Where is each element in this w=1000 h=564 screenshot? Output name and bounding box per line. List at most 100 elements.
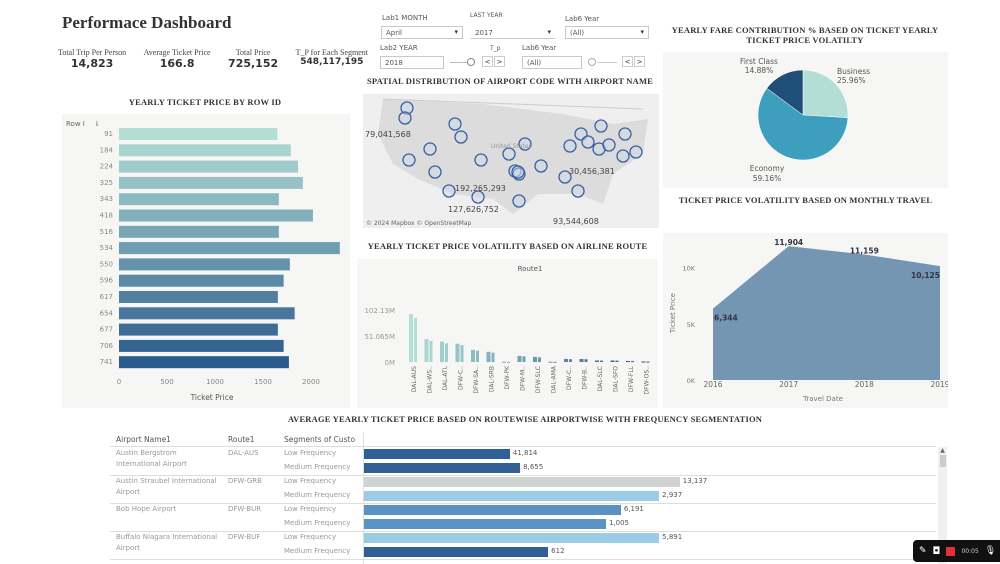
row-id-label: 91 bbox=[104, 130, 113, 138]
row-bar bbox=[119, 128, 278, 140]
row-id-label: 617 bbox=[100, 293, 113, 301]
airport-marker bbox=[602, 138, 616, 152]
route-bar bbox=[631, 361, 634, 363]
segment-cell: Medium Frequency bbox=[284, 463, 351, 471]
row-bar bbox=[119, 193, 279, 206]
pie-slice-economy bbox=[757, 87, 849, 161]
area-chart-title: TICKET PRICE VOLATILITY BASED ON MONTHLY… bbox=[678, 195, 933, 205]
route-bar bbox=[486, 351, 491, 362]
lab1-month-select[interactable]: April ▾ bbox=[381, 26, 463, 39]
route-label: DFW-OS.. bbox=[644, 366, 651, 395]
airport-marker bbox=[581, 135, 595, 149]
airport-marker bbox=[518, 137, 532, 151]
y-tick-label: 10K bbox=[682, 265, 695, 273]
lab6-slider-handle[interactable] bbox=[588, 58, 596, 66]
pie-chart-title: YEARLY FARE CONTRIBUTION % BASED ON TICK… bbox=[671, 25, 939, 45]
x-tick-label: 2000 bbox=[302, 378, 320, 386]
map-canvas[interactable]: 79,041,568 30,456,381 192,265,293 127,62… bbox=[363, 94, 659, 228]
segment-bar[interactable] bbox=[364, 547, 549, 557]
airport-marker bbox=[571, 184, 585, 198]
segment-bar[interactable] bbox=[364, 505, 621, 515]
airport-name-cell: Austin Straubel International Airport bbox=[116, 477, 217, 496]
airport-marker bbox=[618, 127, 632, 141]
scroll-up-icon[interactable]: ▲ bbox=[940, 447, 945, 454]
dropdown-caret-icon: ▾ bbox=[454, 28, 458, 36]
route-bar bbox=[646, 361, 650, 363]
map-label: 93,544,608 bbox=[553, 217, 599, 226]
airport-marker bbox=[400, 101, 414, 115]
route-cell: DFW-GRB bbox=[228, 477, 262, 485]
row-bar bbox=[119, 144, 291, 157]
segment-cell: Medium Frequency bbox=[284, 491, 351, 499]
segment-bar[interactable] bbox=[364, 491, 660, 501]
segment-bar[interactable] bbox=[364, 463, 521, 473]
route-bar bbox=[610, 360, 615, 362]
lab6-prev-button[interactable]: < bbox=[622, 56, 633, 67]
pie-label: 14.88% bbox=[745, 66, 774, 75]
row-bar bbox=[119, 291, 278, 303]
route-label: DAL-SLC bbox=[597, 366, 604, 391]
route-label: DFW-SLC bbox=[535, 366, 542, 393]
pie-chart: First Class 14.88% Business 25.96% Econo… bbox=[740, 57, 870, 183]
row-bar bbox=[119, 176, 303, 189]
airport-marker bbox=[474, 153, 488, 167]
map-attribution[interactable]: © 2024 Mapbox © OpenStreetMap bbox=[366, 220, 472, 227]
route-bar bbox=[507, 361, 510, 363]
col-route-header[interactable]: Route1 bbox=[228, 435, 255, 444]
scroll-thumb[interactable] bbox=[939, 455, 946, 467]
microphone-icon[interactable]: 🎙 bbox=[984, 546, 997, 556]
airport-marker bbox=[563, 139, 577, 153]
kpi-value: 166.8 bbox=[159, 57, 195, 70]
tp-slider-handle[interactable] bbox=[467, 58, 475, 66]
area-data-label: 11,904 bbox=[774, 238, 803, 247]
x-tick-label: 2019 bbox=[930, 380, 948, 389]
segment-bar[interactable] bbox=[364, 449, 510, 459]
recorder-time: 00:05 bbox=[961, 547, 979, 555]
airport-marker bbox=[471, 190, 485, 204]
route-bar bbox=[445, 343, 448, 362]
map-label: 79,041,568 bbox=[365, 130, 411, 139]
pie-chart-panel: First Class 14.88% Business 25.96% Econo… bbox=[663, 52, 948, 188]
tp-label: T_p bbox=[490, 45, 501, 52]
map-panel[interactable]: 79,041,568 30,456,381 192,265,293 127,62… bbox=[363, 94, 659, 228]
lab1-month-label: Lab1 MONTH bbox=[382, 14, 428, 22]
tp-prev-button[interactable]: < bbox=[482, 56, 493, 67]
kpi-total-price: Total Price 725,152 bbox=[228, 48, 278, 70]
segment-bar[interactable] bbox=[364, 519, 606, 529]
col-segment-header[interactable]: Segments of Custo bbox=[284, 435, 356, 444]
map-country-label: United States bbox=[491, 143, 532, 150]
lab6-year-input[interactable]: (All) bbox=[522, 56, 582, 69]
pen-icon[interactable]: ✎ bbox=[919, 546, 927, 556]
x-tick-label: 2016 bbox=[703, 380, 722, 389]
x-tick-label: 500 bbox=[160, 378, 173, 386]
airport-marker bbox=[511, 165, 525, 179]
tp-slider-track[interactable] bbox=[450, 62, 472, 63]
lab6-slider-track[interactable] bbox=[597, 62, 617, 63]
sort-icon[interactable]: ⇂ bbox=[94, 120, 100, 128]
lab6-next-button[interactable]: > bbox=[634, 56, 645, 67]
tp-next-button[interactable]: > bbox=[494, 56, 505, 67]
route-label: DFW-M.. bbox=[520, 366, 527, 391]
segment-value: 8,655 bbox=[523, 463, 544, 471]
airport-name-cell: Bob Hope Airport bbox=[116, 505, 177, 513]
lab6-year-select[interactable]: (All) ▾ bbox=[565, 26, 649, 39]
route-bar bbox=[626, 360, 630, 362]
row-id-label: 534 bbox=[100, 244, 114, 252]
table-scrollbar[interactable]: ▲ bbox=[938, 447, 947, 564]
camera-icon[interactable]: ◘ bbox=[932, 545, 941, 557]
rowid-bar-chart: Row I ⇂ Ticket Price 91 184 224 325 343 418 51… bbox=[66, 120, 340, 402]
route-bar bbox=[455, 343, 460, 362]
select-value: April bbox=[386, 29, 402, 37]
lab2-year-input[interactable]: 2018 bbox=[380, 56, 444, 69]
segment-bar[interactable] bbox=[364, 477, 680, 487]
last-year-select[interactable]: 2017 ▾ bbox=[470, 26, 556, 39]
row-id-label: 741 bbox=[100, 358, 113, 366]
row-bar bbox=[119, 323, 278, 336]
segment-bar[interactable] bbox=[364, 533, 660, 543]
stop-record-icon[interactable] bbox=[946, 546, 956, 556]
y-tick-label: 0K bbox=[687, 377, 696, 385]
segment-value: 6,191 bbox=[623, 505, 644, 513]
col-airport-header[interactable]: Airport Name1 bbox=[116, 435, 171, 444]
pie-label: Business bbox=[837, 67, 870, 76]
airport-marker bbox=[442, 184, 456, 198]
